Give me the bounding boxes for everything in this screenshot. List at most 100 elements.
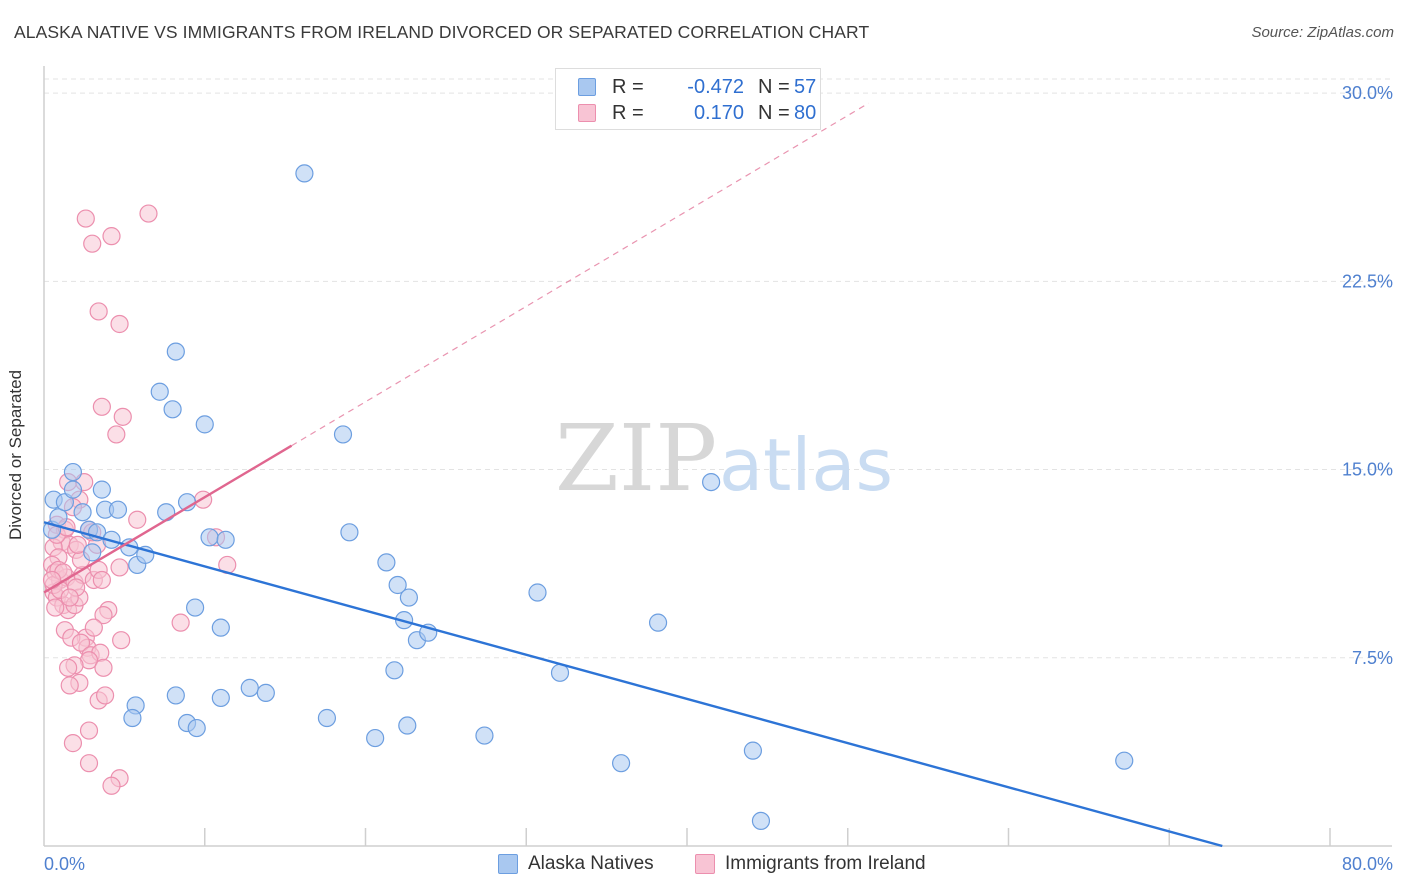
n-label: N = <box>758 101 790 124</box>
point-alaska-natives <box>200 528 219 547</box>
point-alaska-natives <box>256 683 275 703</box>
trend-line-immigrants-from-ireland <box>291 102 869 447</box>
point-alaska-natives <box>317 708 337 728</box>
y-tick-label: 7.5% <box>1352 648 1393 668</box>
point-immigrants-from-ireland <box>95 686 115 705</box>
series-alaska-natives <box>42 164 1134 831</box>
chart-title: ALASKA NATIVE VS IMMIGRANTS FROM IRELAND… <box>14 22 870 42</box>
point-alaska-natives <box>611 754 631 773</box>
r-label: R = <box>612 75 644 98</box>
x-tick-label: 80.0% <box>1342 854 1393 874</box>
point-immigrants-from-ireland <box>139 204 158 223</box>
point-immigrants-from-ireland <box>113 407 132 426</box>
point-alaska-natives <box>1115 751 1134 770</box>
n-value: 80 <box>794 101 817 124</box>
point-immigrants-from-ireland <box>71 633 91 652</box>
point-alaska-natives <box>398 716 417 735</box>
watermark-zip: ZIP <box>555 405 717 512</box>
trend-lines <box>43 102 1223 848</box>
r-label: R = <box>612 101 644 124</box>
point-alaska-natives <box>83 543 102 562</box>
point-alaska-natives <box>475 726 494 745</box>
point-alaska-natives <box>73 503 92 522</box>
legend-item-immigrants-from-ireland[interactable]: Immigrants from Ireland <box>695 852 926 876</box>
point-immigrants-from-ireland <box>89 302 108 321</box>
point-alaska-natives <box>333 425 353 444</box>
point-alaska-natives <box>240 678 259 697</box>
point-immigrants-from-ireland <box>42 570 62 590</box>
point-immigrants-from-ireland <box>76 209 95 228</box>
legend-swatch-alaska-natives <box>498 854 518 874</box>
point-immigrants-from-ireland <box>102 227 121 246</box>
point-immigrants-from-ireland <box>60 676 79 695</box>
watermark-atlas: atlas <box>719 423 893 507</box>
point-alaska-natives <box>648 613 668 632</box>
legend-swatch-immigrants-from-ireland <box>695 854 715 874</box>
x-tick-label: 0.0% <box>44 854 85 874</box>
point-alaska-natives <box>340 523 359 542</box>
point-immigrants-from-ireland <box>110 314 129 334</box>
legend-label-alaska-natives: Alaska Natives <box>528 853 654 874</box>
point-immigrants-from-ireland <box>107 425 126 444</box>
point-alaska-natives <box>702 472 721 492</box>
y-tick-label: 22.5% <box>1342 271 1393 291</box>
n-value: 57 <box>794 75 817 98</box>
n-label: N = <box>758 75 790 98</box>
legend-swatch-immigrants-from-ireland <box>578 104 596 122</box>
point-alaska-natives <box>216 530 235 549</box>
point-immigrants-from-ireland <box>79 754 99 773</box>
point-immigrants-from-ireland <box>84 618 103 637</box>
point-immigrants-from-ireland <box>92 570 111 590</box>
point-immigrants-from-ireland <box>46 598 65 617</box>
r-value: -0.472 <box>687 75 744 98</box>
point-immigrants-from-ireland <box>102 776 121 795</box>
r-value: 0.170 <box>693 101 744 124</box>
point-alaska-natives <box>186 598 205 617</box>
watermark: ZIP atlas <box>555 405 893 512</box>
point-alaska-natives <box>123 708 142 728</box>
point-immigrants-from-ireland <box>94 606 113 625</box>
point-alaska-natives <box>211 688 230 708</box>
correlation-legend: R = -0.472 N = 57 R = 0.170 N = 80 <box>555 68 821 130</box>
point-alaska-natives <box>366 728 385 748</box>
point-immigrants-from-ireland <box>110 558 129 577</box>
tick-labels: 7.5% 15.0% 22.5% 30.0% 0.0% 80.0% <box>44 83 1393 874</box>
point-alaska-natives <box>385 661 404 680</box>
point-immigrants-from-ireland <box>59 658 78 677</box>
trend-line-alaska-natives <box>43 521 1223 848</box>
series-immigrants-from-ireland <box>42 204 237 795</box>
legend-item-alaska-natives[interactable]: Alaska Natives <box>498 852 654 876</box>
point-immigrants-from-ireland <box>83 234 102 253</box>
point-alaska-natives <box>528 583 547 602</box>
point-alaska-natives <box>150 382 169 401</box>
point-immigrants-from-ireland <box>60 588 79 607</box>
point-immigrants-from-ireland <box>79 721 99 740</box>
point-alaska-natives <box>166 342 185 361</box>
point-alaska-natives <box>295 164 314 183</box>
point-alaska-natives <box>399 588 419 607</box>
point-alaska-natives <box>187 718 206 738</box>
point-alaska-natives <box>377 553 396 572</box>
point-alaska-natives <box>163 400 182 419</box>
point-alaska-natives <box>157 503 176 522</box>
point-immigrants-from-ireland <box>128 510 147 529</box>
y-axis-label: Divorced or Separated <box>6 369 25 541</box>
point-alaska-natives <box>743 741 763 760</box>
point-alaska-natives <box>166 686 185 705</box>
point-immigrants-from-ireland <box>94 658 113 677</box>
point-immigrants-from-ireland <box>63 734 83 753</box>
y-axis-label-wrap: Divorced or Separated <box>6 370 36 540</box>
point-alaska-natives <box>63 462 83 482</box>
gridlines <box>44 78 1392 659</box>
y-tick-label: 30.0% <box>1342 83 1393 103</box>
point-immigrants-from-ireland <box>92 397 111 416</box>
point-alaska-natives <box>92 480 111 499</box>
point-immigrants-from-ireland <box>171 613 190 632</box>
legend-swatch-alaska-natives <box>578 78 596 96</box>
point-alaska-natives <box>49 508 68 527</box>
axes <box>43 66 1392 847</box>
y-tick-label: 15.0% <box>1342 460 1393 480</box>
point-alaska-natives <box>388 575 407 595</box>
legend-label-immigrants-from-ireland: Immigrants from Ireland <box>725 853 926 874</box>
